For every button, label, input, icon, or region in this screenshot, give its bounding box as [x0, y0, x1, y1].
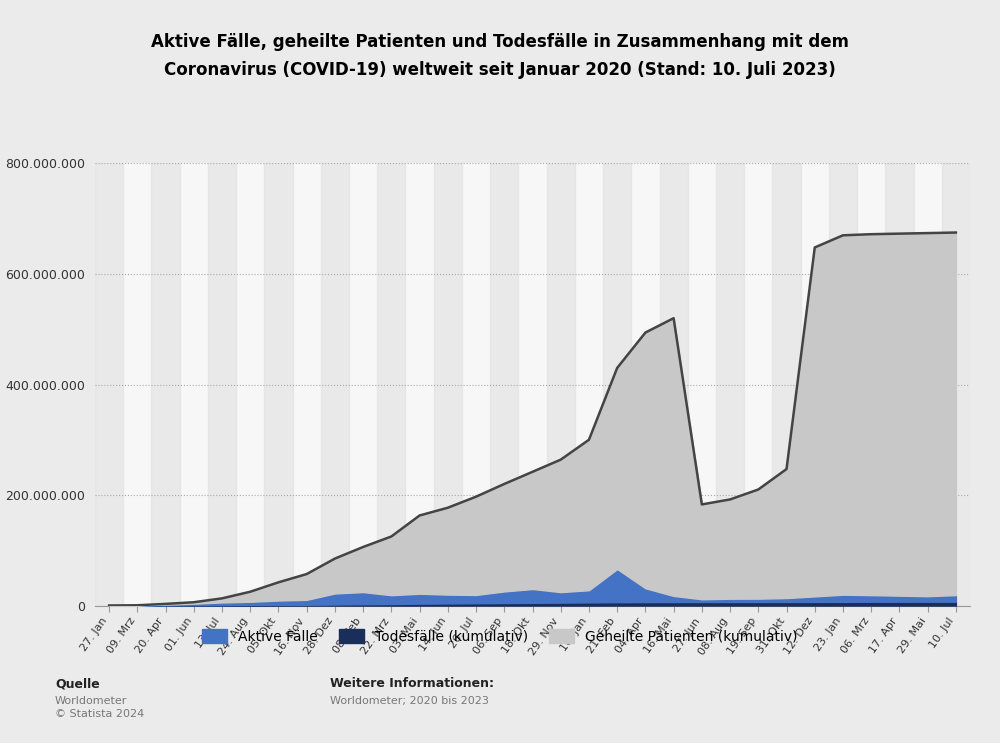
Bar: [208, 163, 236, 606]
Text: © Statista 2024: © Statista 2024: [55, 709, 144, 719]
Bar: [829, 163, 857, 606]
Bar: [885, 163, 914, 606]
Bar: [490, 163, 518, 606]
Bar: [434, 163, 462, 606]
Legend: Aktive Fälle, Todesfälle (kumulativ), Geheilte Patienten (kumulativ): Aktive Fälle, Todesfälle (kumulativ), Ge…: [195, 622, 805, 651]
Bar: [264, 163, 293, 606]
Bar: [95, 163, 123, 606]
Bar: [942, 163, 970, 606]
Bar: [547, 163, 575, 606]
Bar: [660, 163, 688, 606]
Text: Worldometer; 2020 bis 2023: Worldometer; 2020 bis 2023: [330, 695, 489, 706]
Text: Aktive Fälle, geheilte Patienten und Todesfälle in Zusammenhang mit dem: Aktive Fälle, geheilte Patienten und Tod…: [151, 33, 849, 51]
Bar: [772, 163, 801, 606]
Bar: [603, 163, 631, 606]
Bar: [151, 163, 180, 606]
Bar: [321, 163, 349, 606]
Bar: [377, 163, 405, 606]
Text: Worldometer: Worldometer: [55, 695, 127, 706]
Text: Coronavirus (COVID-19) weltweit seit Januar 2020 (Stand: 10. Juli 2023): Coronavirus (COVID-19) weltweit seit Jan…: [164, 61, 836, 79]
Bar: [716, 163, 744, 606]
Text: Quelle: Quelle: [55, 678, 100, 690]
Text: Weitere Informationen:: Weitere Informationen:: [330, 678, 494, 690]
